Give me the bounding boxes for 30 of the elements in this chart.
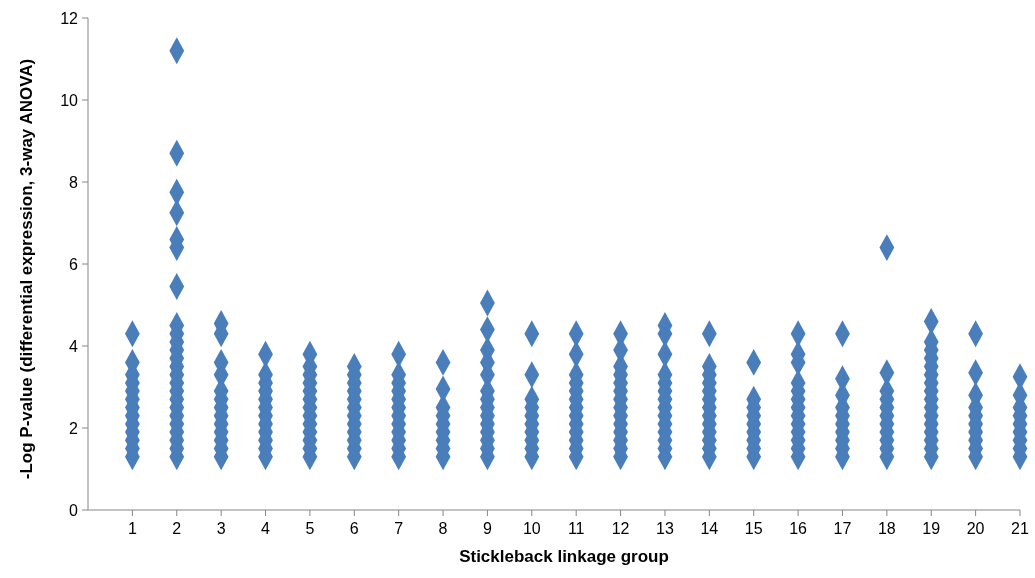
x-tick-label: 6 [349, 520, 359, 537]
x-tick-label: 15 [744, 520, 763, 537]
x-tick-label: 14 [700, 520, 719, 537]
x-tick-label: 5 [305, 520, 315, 537]
x-tick-label: 4 [261, 520, 271, 537]
x-tick-label: 9 [482, 520, 492, 537]
y-axis-title: -Log P-value (differential expression, 3-way ANOVA) [17, 58, 36, 480]
y-tick-label: 8 [69, 173, 79, 191]
x-tick-label: 19 [922, 520, 941, 537]
x-tick-label: 2 [172, 520, 182, 537]
x-axis-title: Stickleback linkage group [459, 547, 669, 566]
x-tick-label: 13 [656, 520, 674, 537]
y-tick-label: 12 [60, 9, 79, 27]
x-tick-label: 18 [877, 520, 896, 537]
y-tick-label: 4 [69, 337, 79, 355]
x-tick-label: 12 [611, 520, 630, 537]
y-tick-label: 10 [60, 91, 79, 109]
x-tick-label: 1 [127, 520, 137, 537]
x-tick-label: 3 [216, 520, 226, 537]
x-tick-label: 17 [833, 520, 852, 537]
x-tick-label: 10 [522, 520, 541, 537]
x-tick-label: 16 [789, 520, 808, 537]
y-tick-label: 0 [69, 501, 79, 519]
x-tick-label: 8 [438, 520, 448, 537]
x-tick-label: 21 [1011, 520, 1029, 537]
y-tick-label: 6 [69, 255, 79, 273]
x-tick-label: 20 [966, 520, 985, 537]
y-tick-label: 2 [69, 419, 79, 437]
x-tick-label: 7 [394, 520, 404, 537]
x-tick-label: 11 [567, 520, 585, 537]
